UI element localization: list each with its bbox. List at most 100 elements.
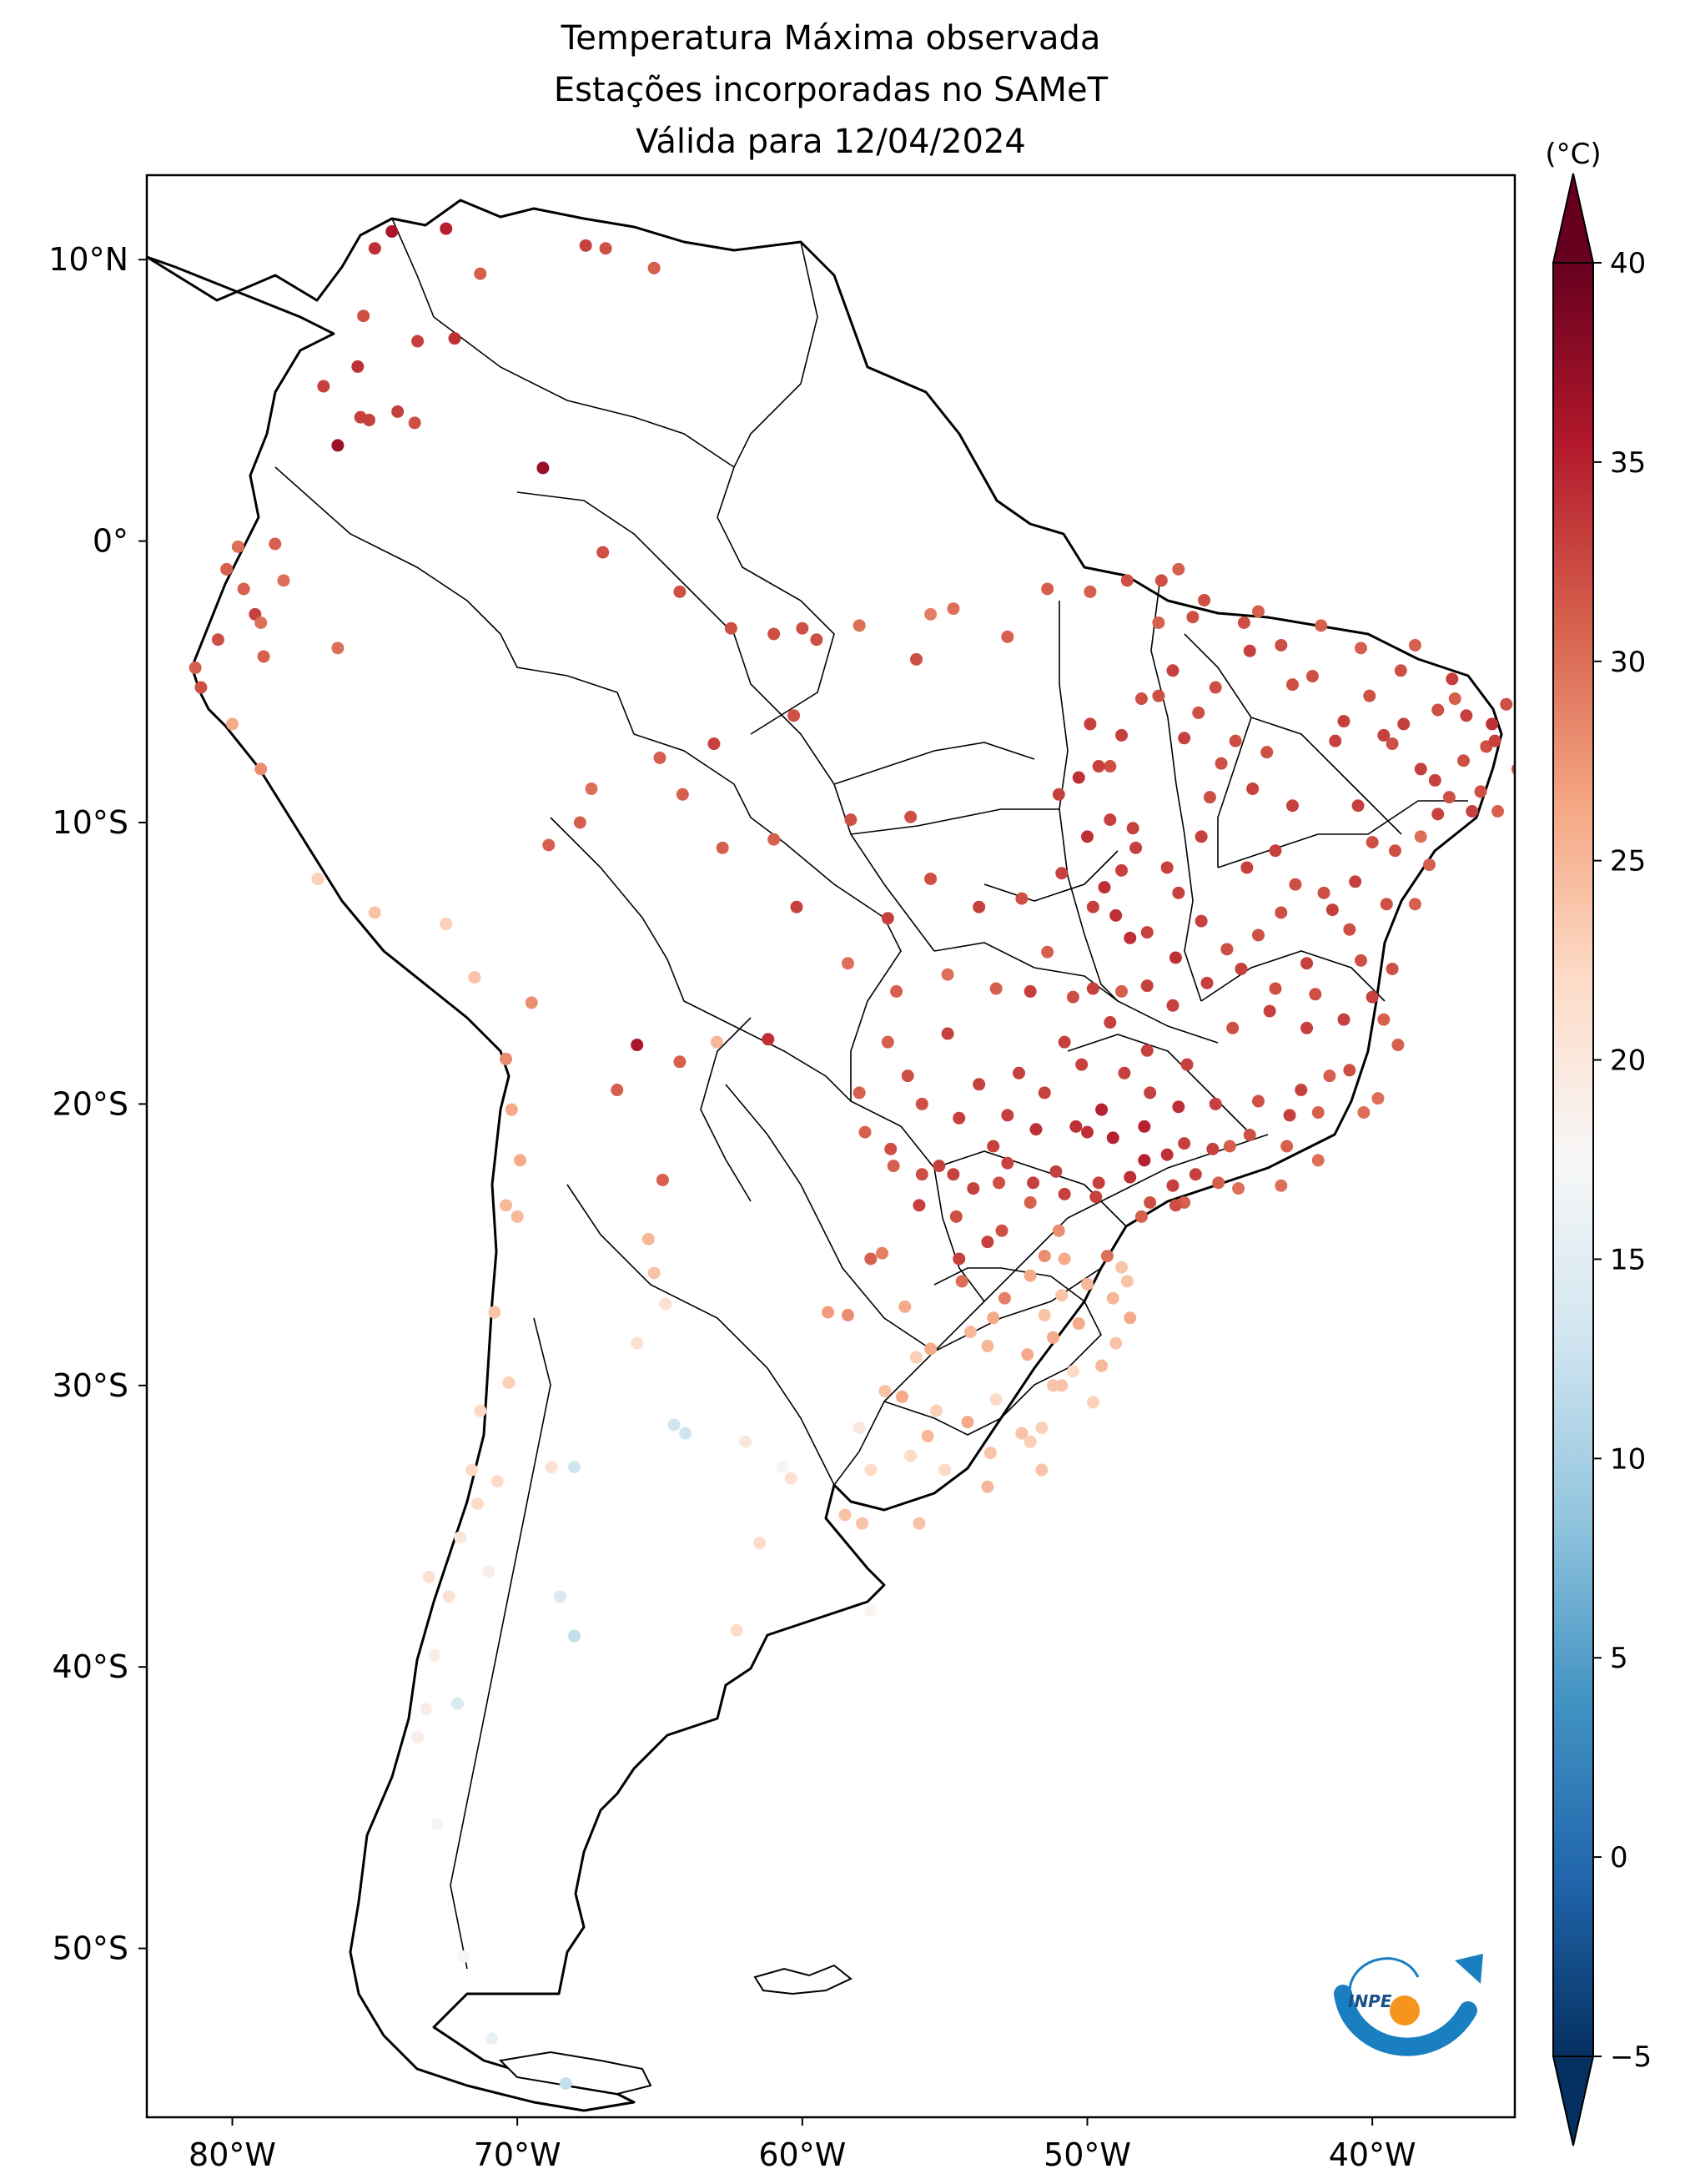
station-marker (1124, 1311, 1137, 1325)
station-marker (1098, 881, 1111, 894)
station-marker (1052, 788, 1065, 801)
station-marker (844, 813, 858, 827)
station-marker (611, 1084, 624, 1097)
station-marker (1081, 830, 1094, 843)
station-marker (1035, 1463, 1049, 1477)
station-marker (1092, 1176, 1105, 1190)
station-marker (488, 1306, 501, 1319)
station-marker (1386, 737, 1399, 751)
station-marker (1001, 630, 1014, 643)
station-marker (1431, 703, 1445, 717)
station-marker (895, 1390, 908, 1403)
station-marker (1431, 808, 1445, 821)
station-marker (1047, 1331, 1059, 1344)
lon-tick-label: 60°W (758, 2136, 846, 2173)
colorbar-tick-label: −5 (1610, 2041, 1652, 2074)
station-marker (311, 872, 324, 885)
station-marker (904, 810, 918, 823)
station-marker (1186, 611, 1200, 624)
station-marker (1124, 1170, 1137, 1184)
station-marker (842, 957, 854, 970)
station-marker (1289, 878, 1302, 891)
station-marker (1106, 1131, 1119, 1145)
station-marker (465, 1463, 478, 1477)
station-marker (1115, 863, 1128, 877)
inpe-logo-arrow-icon (1455, 1954, 1483, 1984)
station-marker (1138, 1154, 1151, 1167)
station-marker (1300, 1021, 1314, 1034)
station-marker (1286, 799, 1299, 813)
station-marker (1488, 734, 1501, 747)
station-marker (1024, 984, 1037, 998)
station-marker (1408, 638, 1421, 652)
station-marker (1397, 717, 1411, 731)
station-marker (987, 1140, 1000, 1153)
station-marker (1106, 1291, 1119, 1305)
station-marker (1038, 1086, 1051, 1100)
station-marker (331, 439, 345, 452)
station-marker (1140, 926, 1154, 939)
colorbar-tick-label: 40 (1610, 247, 1646, 280)
station-marker (1109, 1336, 1123, 1350)
station-marker (1189, 1168, 1202, 1181)
station-marker (864, 1252, 878, 1266)
station-marker (511, 1210, 524, 1223)
lon-tick-label: 40°W (1329, 2136, 1416, 2173)
station-marker (673, 585, 687, 598)
station-marker (915, 1168, 928, 1181)
station-marker (599, 242, 612, 255)
station-marker (1351, 799, 1365, 813)
station-marker (631, 1039, 644, 1052)
station-marker (1084, 717, 1097, 731)
station-marker (1104, 1016, 1117, 1029)
station-marker (1124, 931, 1137, 944)
station-marker (257, 650, 270, 663)
station-marker (1423, 858, 1436, 872)
station-marker (1337, 1013, 1350, 1026)
station-marker (1038, 1250, 1051, 1263)
station-marker (784, 1472, 797, 1485)
station-marker (1237, 616, 1250, 629)
station-marker (331, 642, 345, 655)
station-marker (470, 1497, 484, 1510)
station-marker (673, 1055, 687, 1069)
station-marker (194, 681, 208, 694)
station-marker (1474, 785, 1487, 798)
station-marker (810, 633, 823, 647)
inpe-logo-swoosh-icon (1334, 1985, 1477, 2056)
station-marker (525, 996, 538, 1009)
station-marker (1120, 574, 1134, 587)
station-marker (1052, 1224, 1065, 1237)
station-marker (921, 1430, 934, 1443)
station-marker (500, 1199, 512, 1212)
station-marker (1115, 1261, 1128, 1274)
station-marker (1138, 1120, 1151, 1133)
station-marker (913, 1199, 926, 1212)
station-marker (993, 1176, 1006, 1190)
station-marker (929, 1404, 943, 1417)
station-marker (881, 912, 894, 925)
station-marker (1134, 692, 1148, 706)
station-marker (1391, 1039, 1405, 1052)
station-marker (1180, 1058, 1194, 1071)
station-marker (482, 1564, 495, 1578)
colorbar-ticks: 40 35 30 25 20 15 10 5 0 −5 (1593, 247, 1652, 2074)
station-marker (317, 380, 330, 393)
station-marker (631, 1336, 644, 1350)
station-marker (1092, 760, 1105, 773)
station-marker (420, 1703, 433, 1716)
station-marker (1066, 990, 1079, 1004)
station-marker (1311, 1106, 1325, 1120)
station-marker (254, 616, 268, 629)
station-marker (898, 1300, 912, 1313)
station-marker (1275, 1179, 1288, 1192)
station-marker (1169, 951, 1182, 964)
station-marker (904, 1449, 918, 1462)
station-marker (1311, 1154, 1325, 1167)
station-marker (981, 1480, 994, 1493)
station-marker (1408, 898, 1421, 911)
station-marker (474, 267, 487, 280)
station-marker (1086, 1396, 1099, 1409)
station-marker (1235, 962, 1248, 975)
station-marker (254, 762, 268, 776)
